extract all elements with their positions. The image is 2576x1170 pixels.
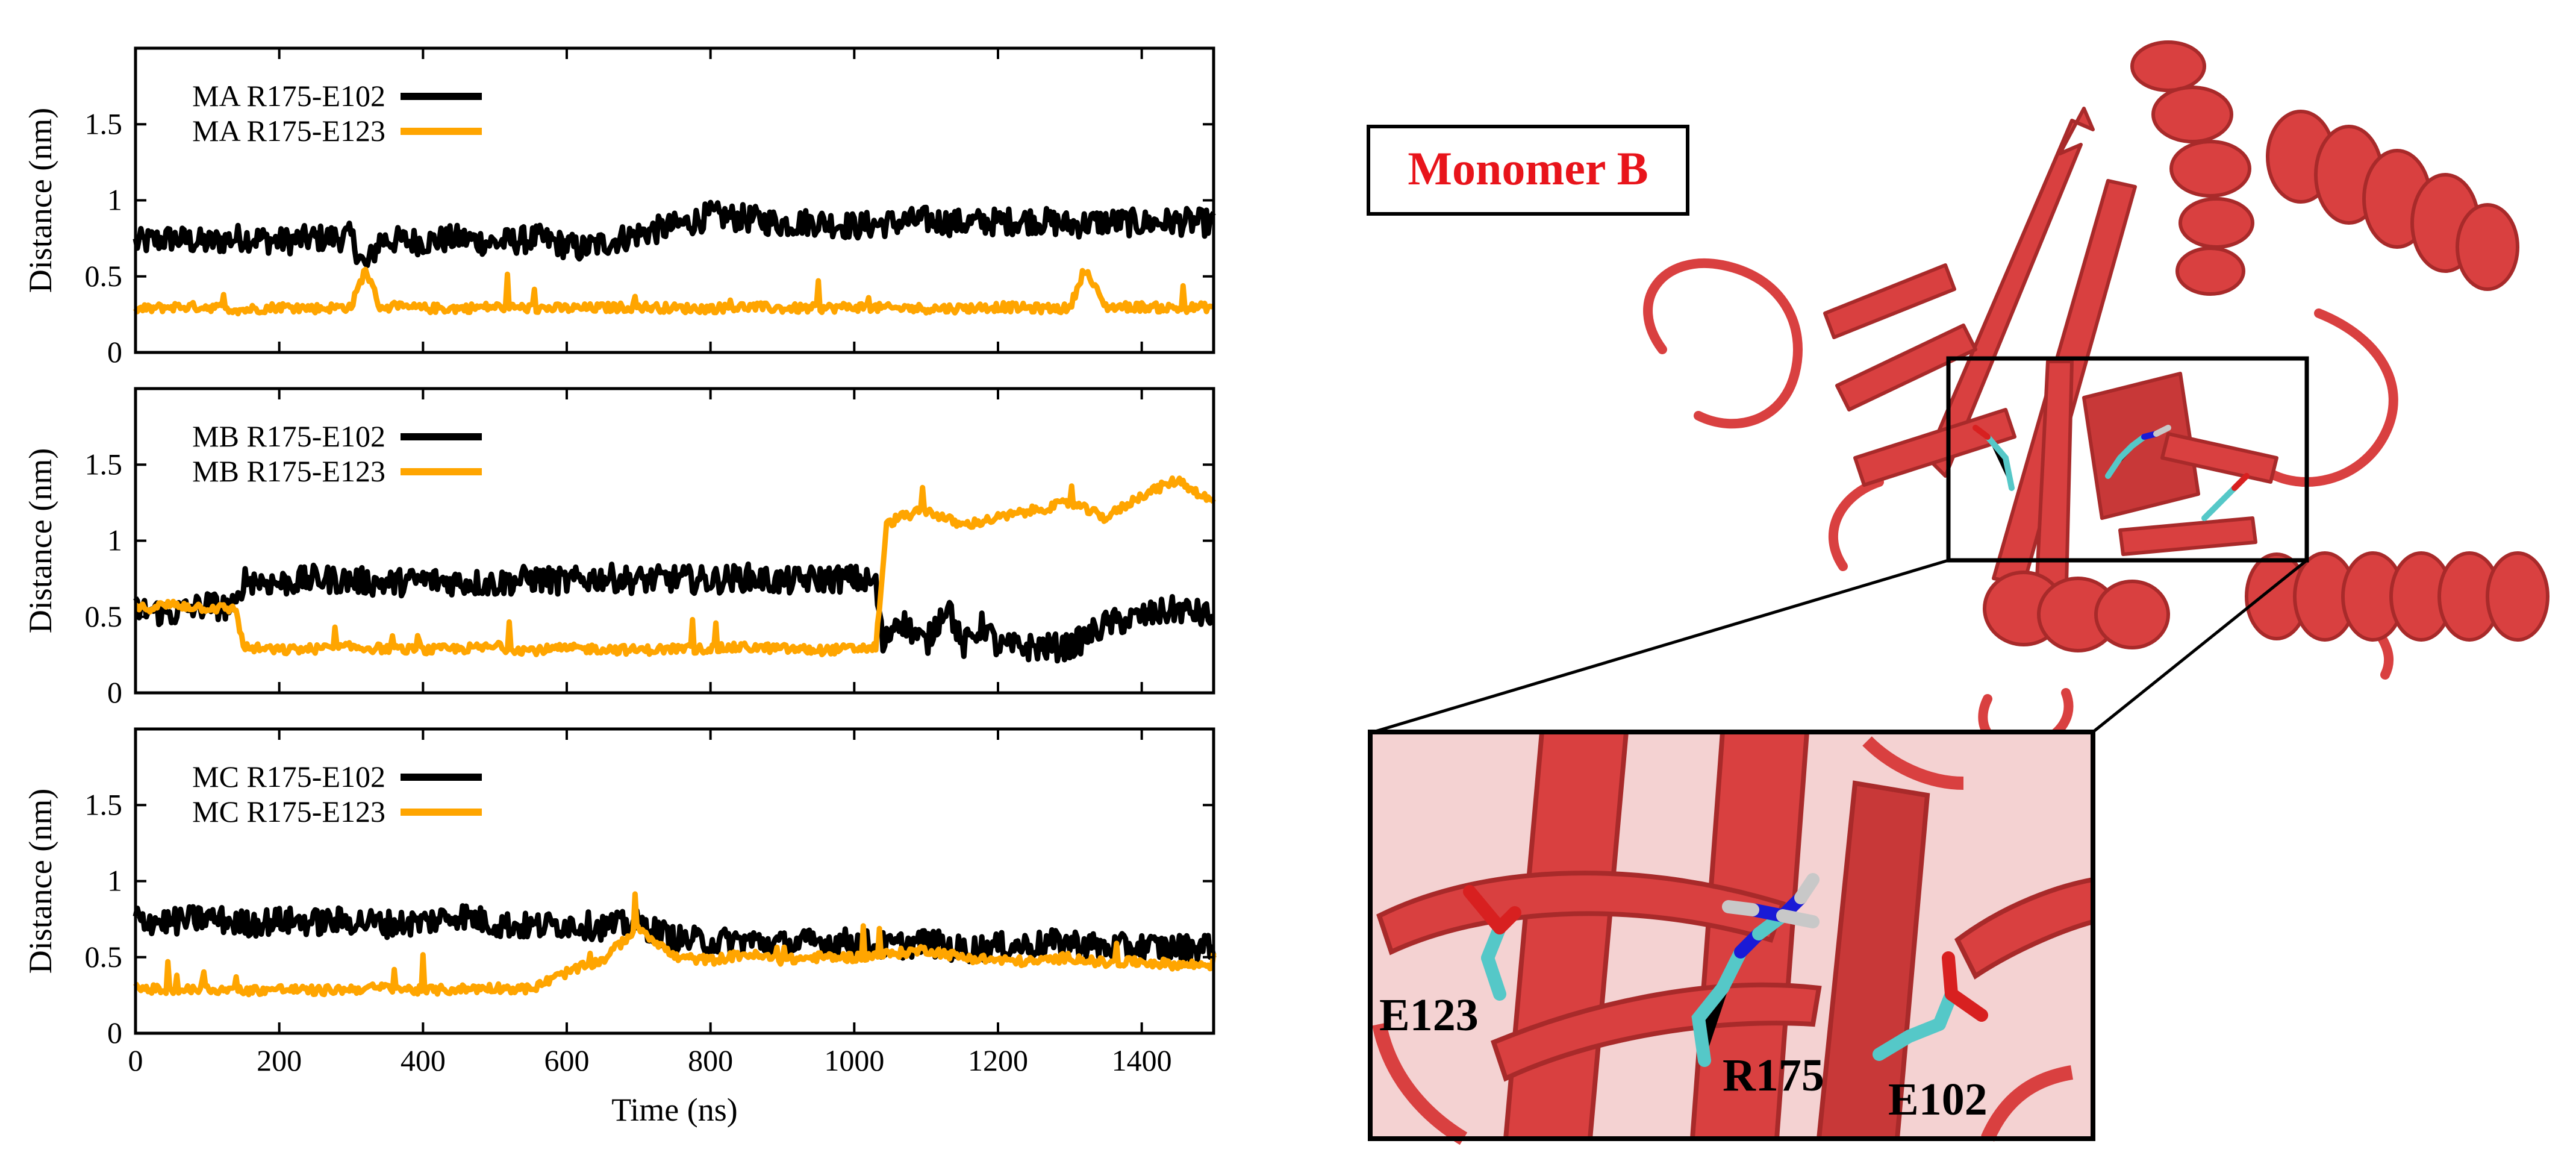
y-tick-label: 1.5 [85,447,123,481]
x-tick-label: 600 [544,1043,590,1077]
zoom-region-box [1946,356,2309,563]
y-tick-label: 0.5 [85,599,123,633]
y-tick-label: 0 [107,1016,122,1050]
r175-sticks [1691,873,1820,1067]
distance-plot-3: 0 0.5 1 1.5 0 200 400 600 800 1000 1200 1400 Distanc… [22,727,1217,1128]
zoom-connector-right [2092,559,2308,733]
x-axis-title: Time (ns) [611,1092,738,1128]
e123-sticks [1463,885,1521,1001]
legend-label: MC R175-E123 [192,795,385,828]
residue-label-e102: E102 [1888,1074,1988,1125]
overview-residue-sticks [1973,425,2250,521]
x-tick-label: 400 [401,1043,446,1077]
y-axis-title: Distance (nm) [22,108,58,293]
legend-label: MB R175-E123 [192,454,385,488]
zoom-connector-left [1373,558,1949,734]
series-line-e123 [133,891,1217,998]
x-tick-label: 0 [128,1043,143,1077]
x-tick-label: 800 [688,1043,733,1077]
series-line-e102 [133,562,1215,664]
residue-label-e123: E123 [1379,990,1479,1040]
y-tick-label: 1.5 [85,787,123,821]
zoom-inset [1368,730,2095,1145]
y-axis-title: Distance (nm) [22,448,58,633]
legend-label: MA R175-E123 [192,114,385,148]
helix-bottom-right [2245,551,2549,642]
x-tick-label: 200 [257,1043,302,1077]
protein-cartoon [1643,107,2398,752]
x-tick-label: 1200 [968,1043,1028,1077]
y-tick-label: 0.5 [85,940,123,974]
y-tick-label: 0 [107,675,122,709]
legend-label: MA R175-E102 [192,79,385,113]
y-tick-label: 0.5 [85,259,123,293]
y-tick-label: 1 [107,864,122,898]
y-tick-label: 0 [107,335,122,369]
x-tick-label: 1000 [824,1043,884,1077]
y-tick-label: 1 [107,183,122,217]
legend-label: MC R175-E102 [192,760,385,793]
y-tick-label: 1.5 [85,107,123,140]
series-line-e102 [133,199,1216,269]
monomer-label-box [1367,125,1689,216]
monomer-label: Monomer B [1408,142,1648,195]
helix-right [2266,110,2519,291]
residue-label-r175: R175 [1723,1050,1824,1101]
y-axis-title: Distance (nm) [22,789,58,974]
y-tick-label: 1 [107,524,122,557]
legend-label: MB R175-E102 [192,419,385,453]
series-line-e123 [134,475,1216,657]
helix-bottom-left [1983,571,2170,652]
helix-top [2130,40,2254,296]
e102-sticks [1873,951,1988,1061]
series-line-e123 [133,266,1215,317]
x-tick-label: 1400 [1112,1043,1172,1077]
